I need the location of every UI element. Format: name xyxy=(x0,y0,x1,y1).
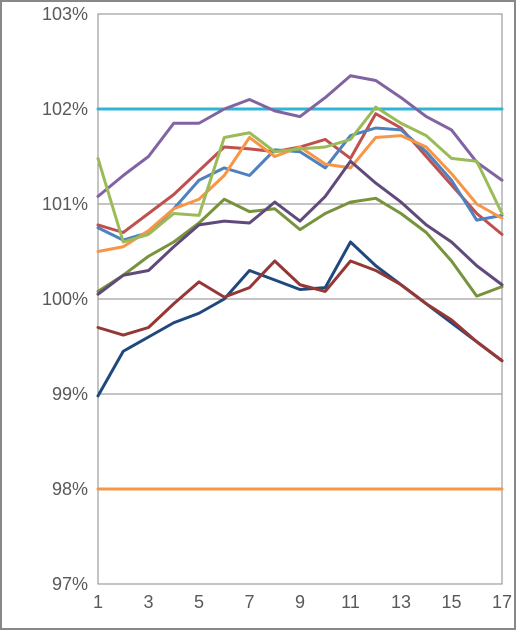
y-tick-label: 98% xyxy=(52,479,88,499)
line-chart: 97%98%99%100%101%102%103%1357911131517 xyxy=(2,2,516,632)
x-tick-label: 7 xyxy=(244,592,254,612)
x-tick-label: 3 xyxy=(143,592,153,612)
x-tick-label: 13 xyxy=(391,592,411,612)
y-tick-label: 99% xyxy=(52,384,88,404)
chart-frame: 97%98%99%100%101%102%103%1357911131517 xyxy=(0,0,516,630)
x-tick-label: 11 xyxy=(341,592,360,612)
y-tick-label: 97% xyxy=(52,574,88,594)
y-tick-label: 102% xyxy=(42,99,88,119)
x-tick-label: 1 xyxy=(93,592,103,612)
y-tick-label: 101% xyxy=(42,194,88,214)
x-tick-label: 9 xyxy=(295,592,305,612)
x-tick-label: 15 xyxy=(441,592,461,612)
x-tick-label: 17 xyxy=(492,592,512,612)
x-tick-label: 5 xyxy=(194,592,204,612)
y-tick-label: 100% xyxy=(42,289,88,309)
y-tick-label: 103% xyxy=(42,4,88,24)
